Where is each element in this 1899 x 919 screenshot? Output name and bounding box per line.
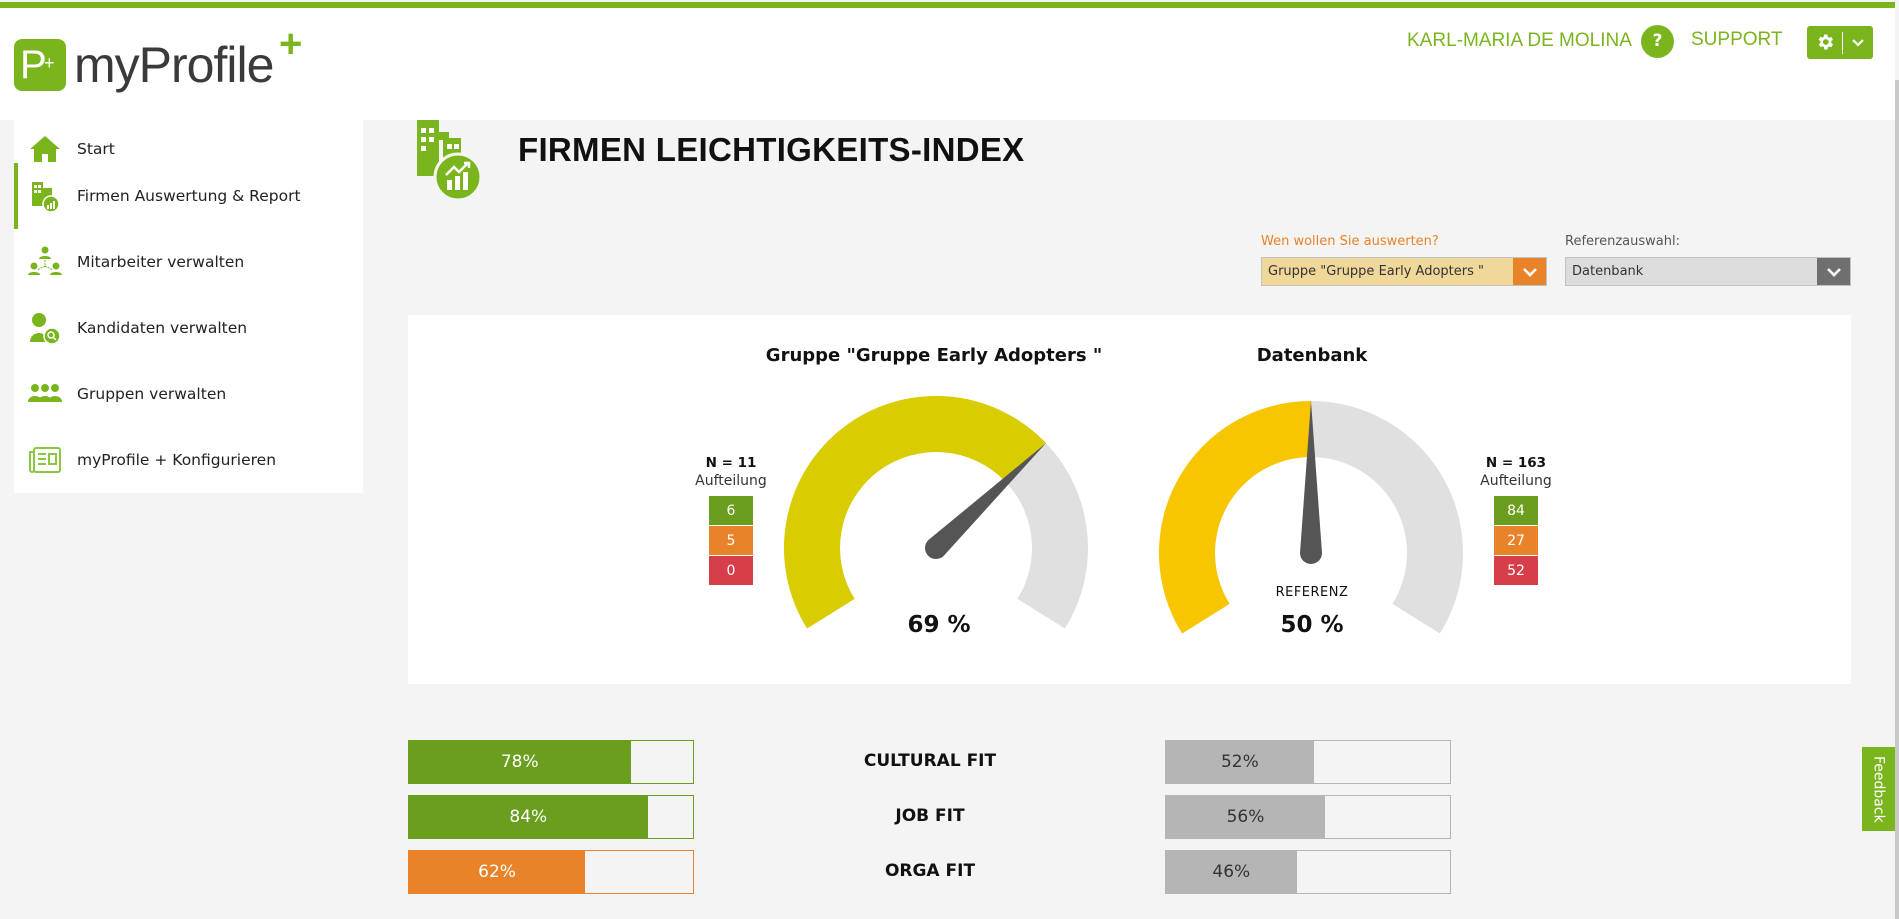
company-index-icon [415, 120, 485, 202]
sidebar-item-label: Firmen Auswertung & Report [77, 187, 301, 205]
chevron-down-icon [1843, 38, 1873, 48]
split-green-count: 84 [1494, 496, 1538, 526]
reference-split-label: Aufteilung [1480, 473, 1552, 489]
bar-fill: 56% [1166, 796, 1326, 838]
bar-fill: 46% [1166, 851, 1297, 893]
help-icon[interactable]: ? [1641, 25, 1674, 58]
sidebar-item-firmen-auswertung[interactable]: Firmen Auswertung & Report [14, 163, 363, 229]
chevron-down-icon [1513, 258, 1546, 285]
gauge-reference-label: REFERENZ [1275, 585, 1349, 600]
bar-fill: 78% [409, 741, 631, 783]
reference-split-stats: N = 163 Aufteilung 84 27 52 [1476, 455, 1556, 586]
support-link[interactable]: SUPPORT [1691, 29, 1783, 50]
reference-n-count: N = 163 [1485, 455, 1547, 471]
sidebar: Start Firmen Auswertung & Report Mitarbe… [14, 120, 363, 493]
evaluate-label: Wen wollen Sie auswerten? [1261, 234, 1439, 249]
gauge-value-arc [784, 396, 1047, 629]
feedback-tab[interactable]: Feedback [1862, 747, 1895, 831]
cultural-fit-group-bar: 78% [408, 740, 694, 784]
groups-icon [28, 377, 62, 411]
reference-select[interactable]: Datenbank [1565, 257, 1851, 286]
gauge-panel: Gruppe "Gruppe Early Adopters " 69 % N =… [408, 315, 1851, 684]
sidebar-item-label: Gruppen verwalten [77, 385, 227, 403]
cultural-fit-reference-bar: 52% [1165, 740, 1451, 784]
gauge-title-group: Gruppe "Gruppe Early Adopters " [765, 345, 1103, 366]
fit-label: ORGA FIT [884, 861, 976, 881]
logo-mark-icon: P + [14, 39, 66, 91]
gauge-title-reference: Datenbank [1256, 345, 1368, 366]
sidebar-item-gruppen[interactable]: Gruppen verwalten [14, 361, 363, 427]
chevron-down-icon [1817, 258, 1850, 285]
employees-network-icon [28, 245, 62, 279]
fit-label: CULTURAL FIT [863, 751, 997, 771]
configure-newspaper-icon [28, 443, 62, 477]
gauge-needle-icon [924, 443, 1047, 560]
bar-fill: 84% [409, 796, 648, 838]
job-fit-reference-bar: 56% [1165, 795, 1451, 839]
sidebar-item-start[interactable]: Start [14, 116, 363, 182]
split-red-count: 0 [709, 556, 753, 586]
reference-select-value: Datenbank [1572, 264, 1644, 279]
page-title: FIRMEN LEICHTIGKEITS-INDEX [518, 131, 1025, 168]
logo[interactable]: P + myProfile + [14, 22, 302, 94]
bar-fill: 62% [409, 851, 586, 893]
reference-label: Referenzauswahl: [1565, 234, 1680, 249]
split-orange-count: 27 [1494, 526, 1538, 556]
split-red-count: 52 [1494, 556, 1538, 586]
sidebar-item-konfigurieren[interactable]: myProfile + Konfigurieren [14, 427, 363, 493]
orga-fit-reference-bar: 46% [1165, 850, 1451, 894]
user-name-link[interactable]: KARL-MARIA DE MOLINA [1407, 30, 1632, 51]
sidebar-item-label: myProfile + Konfigurieren [77, 451, 277, 469]
split-orange-count: 5 [709, 526, 753, 556]
logo-text: myProfile + [74, 22, 302, 93]
group-n-count: N = 11 [705, 455, 757, 471]
candidate-search-icon [28, 311, 62, 345]
top-accent-bar [0, 2, 1895, 8]
fit-label: JOB FIT [895, 806, 965, 826]
sidebar-item-kandidaten[interactable]: Kandidaten verwalten [14, 295, 363, 361]
sidebar-item-mitarbeiter[interactable]: Mitarbeiter verwalten [14, 229, 363, 295]
gear-icon [1807, 31, 1843, 54]
orga-fit-group-bar: 62% [408, 850, 694, 894]
evaluate-select-value: Gruppe "Gruppe Early Adopters " [1268, 264, 1484, 279]
group-split-stats: N = 11 Aufteilung 6 5 0 [691, 455, 771, 586]
page-scrollbar[interactable] [1895, 80, 1899, 919]
sidebar-item-label: Mitarbeiter verwalten [77, 253, 245, 271]
group-split-label: Aufteilung [695, 473, 767, 489]
gauge-value-arc [1159, 401, 1311, 634]
bar-fill: 52% [1166, 741, 1314, 783]
split-green-count: 6 [709, 496, 753, 526]
gauge-needle-icon [1300, 401, 1322, 564]
gauge-charts [784, 396, 1463, 634]
evaluate-select[interactable]: Gruppe "Gruppe Early Adopters " [1261, 257, 1547, 286]
home-icon [28, 132, 62, 166]
settings-dropdown-button[interactable] [1807, 26, 1873, 59]
company-report-icon [28, 179, 62, 213]
gauge-value-reference: 50 % [1280, 612, 1344, 638]
job-fit-group-bar: 84% [408, 795, 694, 839]
gauge-value-group: 69 % [907, 612, 971, 638]
sidebar-item-label: Start [77, 140, 115, 158]
sidebar-item-label: Kandidaten verwalten [77, 319, 248, 337]
header: P + myProfile + KARL-MARIA DE MOLINA ? SUP… [0, 8, 1895, 120]
